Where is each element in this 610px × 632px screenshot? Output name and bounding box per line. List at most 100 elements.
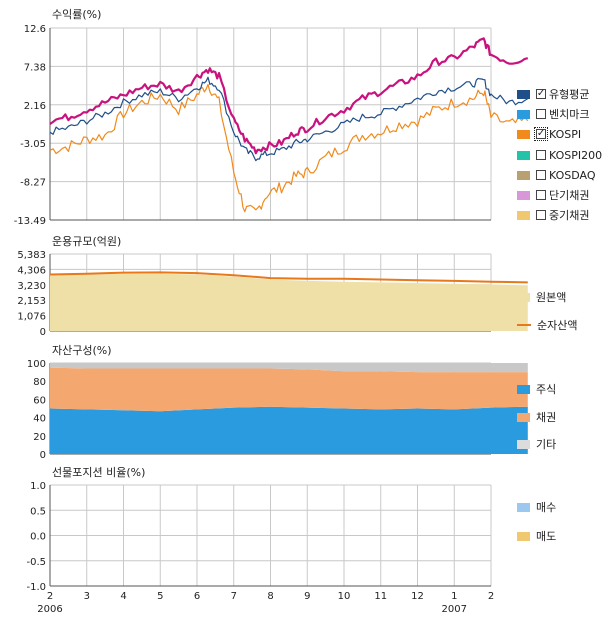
- composition-ytick-label: 60: [33, 395, 46, 406]
- legend-bond: 채권: [517, 410, 556, 424]
- legend-swatch: [517, 292, 530, 302]
- legend-label: KOSDAQ: [549, 168, 596, 182]
- return-ytick-label: -8.27: [20, 178, 46, 189]
- stock-area: [50, 406, 528, 454]
- other-area: [50, 363, 528, 373]
- futures-ytick-label: -1.0: [26, 582, 46, 593]
- futures-ytick-label: -0.5: [26, 557, 46, 568]
- futures-ytick-label: 0.0: [30, 532, 46, 543]
- legend-swatch: [517, 412, 530, 422]
- checkbox-icon[interactable]: [536, 109, 546, 119]
- aum-ytick-label: 0: [40, 327, 46, 338]
- aum-ytick-label: 3,230: [17, 281, 46, 292]
- xtick-label: 1: [451, 591, 457, 602]
- composition-ytick-label: 100: [27, 359, 46, 370]
- year-end-label: 2007: [442, 604, 467, 615]
- legend-net-asset: 순자산액: [517, 318, 577, 332]
- aum-ytick-label: 5,383: [17, 250, 46, 261]
- legend-kosdaq[interactable]: KOSDAQ: [517, 168, 596, 182]
- return-ytick-label: 12.6: [24, 24, 46, 35]
- legend-swatch: [517, 89, 530, 99]
- legend-swatch: [517, 150, 530, 160]
- checkbox-icon[interactable]: [536, 150, 546, 160]
- legend-stock: 주식: [517, 382, 556, 396]
- xtick-label: 2: [488, 591, 494, 602]
- legend-label: 유형평균: [549, 88, 590, 101]
- aum-ytick-label: 2,153: [17, 296, 46, 307]
- legend-label: KOSPI200: [549, 148, 603, 162]
- series-line-1: [49, 76, 529, 162]
- legend-principal: 원본액: [517, 290, 566, 304]
- legend-mid-bond[interactable]: 중기채권: [517, 208, 589, 222]
- legend-label: 매수: [536, 501, 557, 514]
- aum-ytick-label: 4,306: [17, 265, 46, 276]
- legend-swatch: [517, 384, 530, 394]
- legend-short-bond[interactable]: 단기채권: [517, 188, 589, 202]
- checkbox-icon[interactable]: ✓: [534, 127, 548, 141]
- xtick-label: 10: [338, 591, 351, 602]
- bond-area: [50, 367, 528, 412]
- return-ytick-label: -3.05: [20, 139, 46, 150]
- legend-swatch: [517, 190, 530, 200]
- series-line-0: [49, 37, 529, 155]
- xtick-label: 3: [84, 591, 90, 602]
- composition-ytick-label: 40: [33, 414, 46, 425]
- xtick-label: 9: [304, 591, 310, 602]
- legend-swatch: [517, 502, 530, 512]
- return-ytick-label: 2.16: [24, 101, 46, 112]
- legend-label: KOSPI: [549, 127, 582, 141]
- futures-ytick-label: 0.5: [30, 506, 46, 517]
- xtick-label: 12: [411, 591, 424, 602]
- legend-sell: 매도: [517, 529, 556, 543]
- composition-title: 자산구성(%): [52, 344, 112, 357]
- return-title: 수익률(%): [52, 8, 101, 21]
- checkbox-icon[interactable]: [536, 170, 546, 180]
- legend-swatch: [517, 170, 530, 180]
- legend-kospi[interactable]: ✓ KOSPI: [517, 127, 581, 141]
- composition-ytick-label: 0: [40, 450, 46, 461]
- legend-benchmark[interactable]: 벤치마크: [517, 107, 589, 121]
- legend-swatch: [517, 531, 530, 541]
- legend-swatch: [517, 324, 531, 326]
- futures-title: 선물포지션 비율(%): [52, 466, 145, 479]
- legend-swatch: [517, 210, 530, 220]
- series-line-2: [49, 83, 529, 213]
- legend-label: 벤치마크: [549, 108, 590, 121]
- legend-label: 순자산액: [537, 319, 578, 332]
- year-start-label: 2006: [37, 604, 62, 615]
- legend-label: 매도: [536, 530, 557, 543]
- net-asset-line: [49, 271, 528, 284]
- legend-label: 단기채권: [549, 189, 590, 202]
- futures-ytick-label: 1.0: [30, 481, 46, 492]
- legend-swatch: [517, 439, 530, 449]
- aum-ytick-label: 1,076: [17, 312, 46, 323]
- xtick-label: 2: [47, 591, 53, 602]
- legend-label: 중기채권: [549, 209, 590, 222]
- return-ytick-label: -13.49: [14, 216, 46, 227]
- composition-ytick-label: 80: [33, 377, 46, 388]
- composition-ytick-label: 20: [33, 432, 46, 443]
- legend-fund-average[interactable]: ✓ 유형평균: [517, 87, 589, 101]
- checkbox-icon[interactable]: [536, 190, 546, 200]
- legend-label: 채권: [536, 411, 557, 424]
- legend-swatch: [517, 129, 530, 139]
- legend-other: 기타: [517, 437, 556, 451]
- legend-swatch: [517, 109, 530, 119]
- legend-label: 원본액: [536, 291, 567, 304]
- legend-label: 주식: [536, 383, 557, 396]
- xtick-label: 8: [267, 591, 273, 602]
- xtick-label: 5: [157, 591, 163, 602]
- xtick-label: 4: [120, 591, 126, 602]
- checkbox-icon[interactable]: ✓: [536, 88, 546, 99]
- checkbox-icon[interactable]: [536, 210, 546, 220]
- legend-buy: 매수: [517, 500, 556, 514]
- aum-title: 운용규모(억원): [52, 235, 121, 248]
- xtick-label: 11: [374, 591, 387, 602]
- legend-label: 기타: [536, 438, 557, 451]
- legend-kospi200[interactable]: KOSPI200: [517, 148, 602, 162]
- xtick-label: 6: [194, 591, 200, 602]
- return-ytick-label: 7.38: [24, 62, 46, 73]
- principal-area: [50, 273, 528, 331]
